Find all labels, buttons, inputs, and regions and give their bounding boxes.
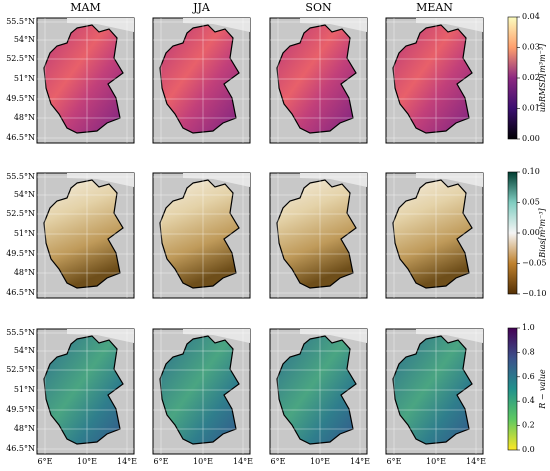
lat-label: 46.5°N [6,444,35,453]
lon-label: 6°E [387,457,402,466]
lat-label: 48°N [14,424,35,433]
colorbar-label: Bias[m³m⁻³] [538,207,547,258]
lon-label: 10°E [77,457,97,466]
column-title: SON [305,1,332,14]
lat-label: 49.5°N [6,405,35,414]
lat-label: 46.5°N [6,133,35,142]
sea [67,18,134,32]
lon-label: 6°E [271,457,286,466]
sea [300,18,367,32]
lon-label: 6°E [154,457,169,466]
colorbar-tick-label: 0.05 [522,198,540,207]
lon-label: 14°E [233,457,253,466]
lon-label: 10°E [310,457,330,466]
sea [416,329,483,343]
colorbar [507,16,518,140]
colorbar-tick-label: −0.10 [522,289,547,298]
lat-label: 54°N [14,190,35,199]
colorbar-tick-label: 0.4 [522,396,535,405]
colorbar-tick-label: 0.04 [522,12,540,21]
lat-label: 48°N [14,268,35,277]
colorbar-label: ubRMSD[m³m⁻³] [538,43,547,112]
lat-label: 55.5°N [6,172,35,181]
lat-label: 52.5°N [6,54,35,63]
colorbar [507,327,518,451]
lon-label: 14°E [350,457,370,466]
lat-label: 49.5°N [6,94,35,103]
sea [183,329,250,343]
sea [300,173,367,187]
colorbar-tick-label: −0.05 [522,259,547,268]
colorbar-tick-label: 0.10 [522,167,540,176]
colorbar-tick-label: 0.03 [522,43,540,52]
sea [183,18,250,32]
lon-label: 6°E [38,457,53,466]
colorbar-label: R − value [538,369,547,410]
colorbar [507,171,518,295]
lat-label: 48°N [14,113,35,122]
lat-label: 51°N [14,385,35,394]
colorbar-tick-label: 0.2 [522,421,535,430]
sea [300,329,367,343]
lat-label: 46.5°N [6,288,35,297]
colorbar-tick-label: 1.0 [522,323,535,332]
lat-label: 55.5°N [6,17,35,26]
sea [183,173,250,187]
lat-label: 51°N [14,229,35,238]
colorbar-tick-label: 0.02 [522,73,540,82]
lat-label: 54°N [14,346,35,355]
sea [416,173,483,187]
lon-label: 14°E [117,457,137,466]
column-title: MEAN [416,1,453,14]
lat-label: 51°N [14,74,35,83]
colorbar-tick-label: 0.6 [522,372,535,381]
lon-label: 10°E [426,457,446,466]
colorbar-tick-label: 0.01 [522,104,540,113]
lon-label: 14°E [466,457,486,466]
sea [416,18,483,32]
colorbar-tick-label: 0.00 [522,134,540,143]
lat-label: 52.5°N [6,365,35,374]
column-title: JJA [192,1,211,14]
colorbar-tick-label: 0.8 [522,347,535,356]
lat-label: 49.5°N [6,249,35,258]
lat-label: 55.5°N [6,328,35,337]
colorbar-tick-label: 0.00 [522,228,540,237]
column-title: MAM [70,1,100,14]
colorbar-tick-label: 0.0 [522,445,535,454]
sea [67,173,134,187]
sea [67,329,134,343]
lat-label: 52.5°N [6,209,35,218]
lon-label: 10°E [193,457,213,466]
lat-label: 54°N [14,35,35,44]
